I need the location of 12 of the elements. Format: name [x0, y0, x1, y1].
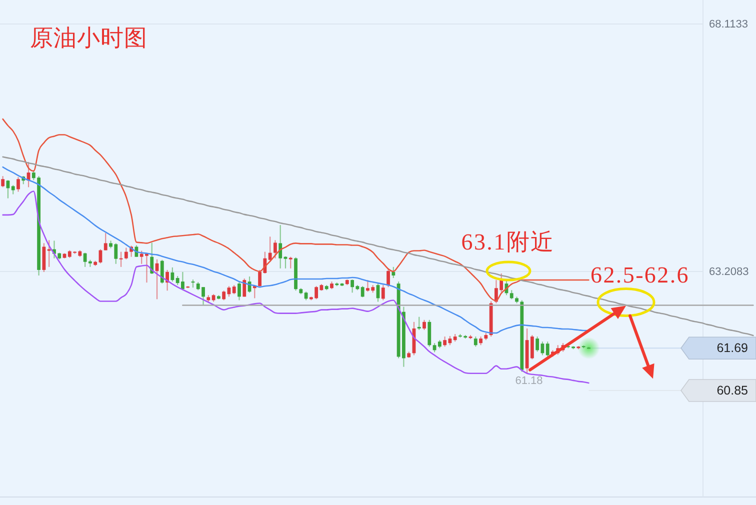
line-series	[2, 190, 590, 384]
line-series	[2, 156, 754, 336]
line-series	[2, 118, 590, 302]
ref-line-label: 61.69	[716, 341, 748, 356]
text: 原油小时图	[30, 26, 148, 50]
y-tick-label: 68.1133	[709, 18, 748, 31]
annotation: 61.18	[515, 374, 543, 387]
annotation: 63.1附近	[461, 230, 555, 255]
annotation: 62.5-62.6	[590, 262, 690, 288]
ref-line-label: 60.85	[716, 384, 748, 398]
y-tick-label: 63.2083	[709, 266, 749, 278]
line-series	[2, 166, 590, 334]
